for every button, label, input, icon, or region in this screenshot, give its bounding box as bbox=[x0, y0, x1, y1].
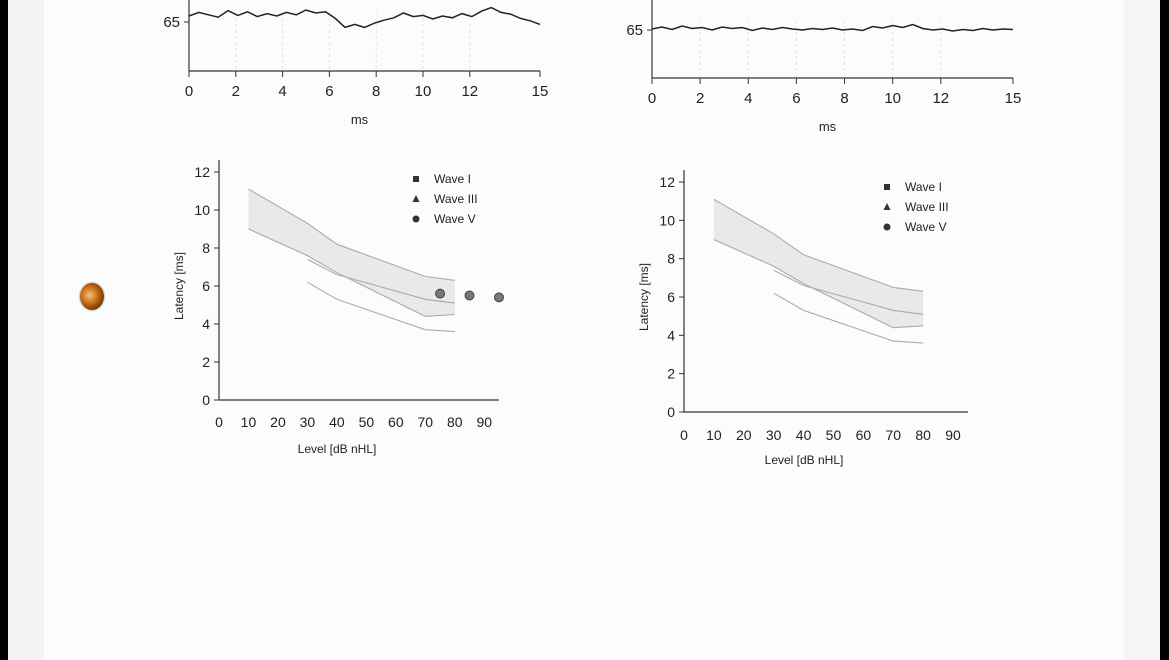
latency-right-y-tick-label: 2 bbox=[667, 366, 675, 382]
legend-right-wave-i-marker bbox=[884, 184, 890, 190]
wave-right-x-tick-label: 0 bbox=[648, 90, 656, 107]
latency-right-y-tick-label: 4 bbox=[667, 327, 675, 343]
latency-left-wave-v-point bbox=[464, 290, 475, 301]
latency-right-y-tick-label: 8 bbox=[667, 251, 675, 267]
latency-left-x-tick-label: 50 bbox=[359, 414, 375, 430]
pushpin-icon bbox=[80, 283, 104, 310]
legend-left-wave-v-marker bbox=[412, 215, 420, 223]
latency-right-y-tick-label: 12 bbox=[659, 174, 675, 190]
latency-left-wave-v-point bbox=[435, 288, 446, 299]
latency-left-y-tick-label: 10 bbox=[194, 202, 210, 218]
wave-right-x-tick-label: 6 bbox=[792, 90, 800, 107]
latency-right-x-axis-label: Level [dB nHL] bbox=[765, 453, 844, 467]
wave-left-x-tick-label: 15 bbox=[532, 83, 549, 100]
latency-right-y-axis-label: Latency [ms] bbox=[637, 263, 651, 331]
legend-left-label: Wave V bbox=[434, 212, 476, 226]
wave-right-x-tick-label: 15 bbox=[1005, 90, 1022, 107]
wave-right-x-tick-label: 4 bbox=[744, 90, 752, 107]
wave-left-x-axis-label: ms bbox=[351, 112, 369, 127]
wave-left-x-tick-label: 6 bbox=[325, 83, 333, 100]
wave-left-x-tick-label: 4 bbox=[278, 83, 286, 100]
wave-left-x-tick-label: 10 bbox=[415, 83, 432, 100]
latency-left-norm-line bbox=[248, 188, 455, 281]
latency-right-x-tick-label: 80 bbox=[915, 427, 931, 443]
latency-left-norm-line bbox=[307, 258, 455, 304]
latency-left-y-tick-label: 0 bbox=[202, 392, 210, 408]
latency-right-x-tick-label: 60 bbox=[856, 427, 872, 443]
latency-left-x-tick-label: 30 bbox=[300, 414, 316, 430]
wave-left-trace bbox=[188, 6, 541, 29]
latency-left-x-tick-label: 20 bbox=[270, 414, 286, 430]
latency-left-x-tick-label: 10 bbox=[241, 414, 257, 430]
legend-right-wave-iii-marker bbox=[883, 203, 891, 210]
latency-left-norm-band bbox=[248, 189, 455, 317]
wave-left-y-tick-label: 65 bbox=[163, 14, 180, 31]
scanned-page bbox=[8, 0, 1160, 660]
latency-right-norm-line bbox=[773, 292, 924, 344]
latency-left-y-axis-label: Latency [ms] bbox=[172, 252, 186, 320]
wave-right-y-tick-label: 65 bbox=[626, 22, 643, 39]
latency-right-x-tick-label: 10 bbox=[706, 427, 722, 443]
latency-right-norm-line bbox=[713, 238, 924, 329]
latency-left-x-tick-label: 70 bbox=[418, 414, 434, 430]
wave-right-x-axis-label: ms bbox=[819, 119, 837, 134]
latency-left-x-tick-label: 40 bbox=[329, 414, 345, 430]
legend-right-label: Wave III bbox=[905, 200, 949, 214]
legend-right-label: Wave I bbox=[905, 180, 942, 194]
page-right-margin bbox=[1124, 0, 1160, 660]
latency-left-norm-line bbox=[307, 281, 455, 333]
legend-left-label: Wave I bbox=[434, 172, 471, 186]
legend-left-wave-i-marker bbox=[413, 176, 419, 182]
latency-left-x-tick-label: 90 bbox=[476, 414, 492, 430]
wave-left-x-tick-label: 12 bbox=[461, 83, 478, 100]
legend-right-label: Wave V bbox=[905, 220, 947, 234]
wave-right-x-tick-label: 8 bbox=[840, 90, 848, 107]
wave-right-trace bbox=[651, 23, 1014, 32]
latency-right-x-tick-label: 30 bbox=[766, 427, 782, 443]
latency-left-y-tick-label: 6 bbox=[202, 278, 210, 294]
latency-left-y-tick-label: 8 bbox=[202, 240, 210, 256]
latency-left-y-tick-label: 2 bbox=[202, 354, 210, 370]
latency-left-y-tick-label: 12 bbox=[194, 164, 210, 180]
wave-left-x-tick-label: 0 bbox=[185, 83, 193, 100]
latency-right-norm-band bbox=[713, 199, 924, 328]
latency-right-norm-line bbox=[773, 269, 924, 315]
latency-right-x-tick-label: 50 bbox=[826, 427, 842, 443]
wave-right-x-tick-label: 12 bbox=[932, 90, 949, 107]
wave-right-x-tick-label: 10 bbox=[884, 90, 901, 107]
legend-left-label: Wave III bbox=[434, 192, 478, 206]
latency-right-y-tick-label: 0 bbox=[667, 404, 675, 420]
latency-left-x-tick-label: 60 bbox=[388, 414, 404, 430]
latency-right-norm-line bbox=[713, 198, 924, 292]
wave-right-x-tick-label: 2 bbox=[696, 90, 704, 107]
legend-right-wave-v-marker bbox=[883, 223, 891, 231]
latency-right-x-tick-label: 0 bbox=[680, 427, 688, 443]
wave-left-x-tick-label: 8 bbox=[372, 83, 380, 100]
latency-right-y-tick-label: 10 bbox=[659, 212, 675, 228]
latency-left-x-axis-label: Level [dB nHL] bbox=[298, 442, 377, 456]
latency-left-y-tick-label: 4 bbox=[202, 316, 210, 332]
latency-left-x-tick-label: 0 bbox=[215, 414, 223, 430]
latency-right-y-tick-label: 6 bbox=[667, 289, 675, 305]
latency-right-x-tick-label: 90 bbox=[945, 427, 961, 443]
latency-right-x-tick-label: 70 bbox=[885, 427, 901, 443]
latency-left-x-tick-label: 80 bbox=[447, 414, 463, 430]
latency-left-wave-v-point bbox=[494, 292, 504, 303]
page-left-margin bbox=[8, 0, 44, 660]
legend-left-wave-iii-marker bbox=[412, 195, 420, 202]
latency-right-x-tick-label: 20 bbox=[736, 427, 752, 443]
wave-left-x-tick-label: 2 bbox=[232, 83, 240, 100]
latency-right-x-tick-label: 40 bbox=[796, 427, 812, 443]
latency-left-norm-line bbox=[248, 228, 455, 317]
